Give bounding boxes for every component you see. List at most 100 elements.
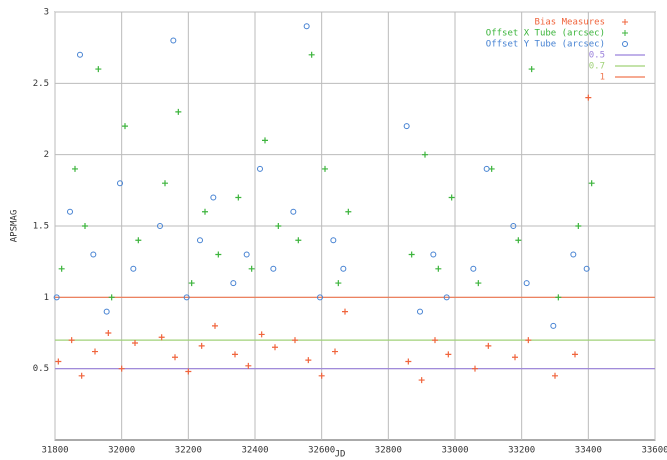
point xyxy=(183,294,190,301)
point xyxy=(90,251,97,258)
point xyxy=(243,251,250,258)
point xyxy=(92,348,98,355)
point xyxy=(232,351,238,358)
point xyxy=(257,165,263,172)
point xyxy=(445,351,452,358)
point xyxy=(555,294,562,301)
legend-marker xyxy=(622,19,628,25)
x-tick-label: 31800 xyxy=(41,446,68,456)
point xyxy=(185,368,192,375)
point xyxy=(422,151,428,158)
point xyxy=(270,265,277,272)
legend-label: 1 xyxy=(600,73,605,83)
point xyxy=(528,66,535,73)
point xyxy=(572,351,578,358)
point xyxy=(418,377,425,384)
point xyxy=(272,344,278,351)
point xyxy=(275,223,282,229)
point xyxy=(122,123,128,130)
point xyxy=(525,337,532,344)
point xyxy=(470,265,477,272)
point xyxy=(72,165,78,172)
point xyxy=(305,357,312,364)
y-axis-label: APSMAG xyxy=(10,210,20,243)
point xyxy=(472,365,478,372)
x-tick-label: 32600 xyxy=(308,446,335,456)
point xyxy=(475,280,482,287)
y-tick-label: 0.5 xyxy=(33,364,49,374)
point xyxy=(172,354,178,361)
legend-label: Offset Y Tube (arcsec) xyxy=(486,40,605,50)
point xyxy=(485,342,492,349)
point xyxy=(575,223,582,229)
point xyxy=(515,237,522,244)
legend-label: Bias Measures xyxy=(535,18,605,28)
point xyxy=(175,108,182,115)
point xyxy=(202,208,208,215)
x-tick-label: 32800 xyxy=(375,446,402,456)
legend-marker xyxy=(622,41,628,47)
point xyxy=(552,372,558,379)
point xyxy=(342,308,348,315)
point xyxy=(157,223,163,229)
legend-label: 0.7 xyxy=(589,62,605,72)
x-tick-label: 32400 xyxy=(241,446,268,456)
point xyxy=(340,265,347,272)
point xyxy=(335,280,342,287)
point xyxy=(258,331,265,338)
point xyxy=(95,66,102,73)
y-tick-label: 3 xyxy=(44,8,49,18)
point xyxy=(588,180,595,187)
point xyxy=(317,294,323,301)
point xyxy=(105,330,112,336)
y-tick-label: 2 xyxy=(44,150,49,160)
point xyxy=(55,358,62,365)
x-tick-label: 32000 xyxy=(108,446,135,456)
point xyxy=(130,265,137,272)
point xyxy=(292,337,298,344)
point xyxy=(135,237,142,244)
point xyxy=(318,372,325,379)
point xyxy=(403,123,410,130)
point xyxy=(58,265,65,272)
legend-label: 0.5 xyxy=(589,51,605,61)
point xyxy=(330,237,337,244)
point xyxy=(448,194,455,201)
point xyxy=(583,265,590,272)
point xyxy=(345,208,352,215)
x-tick-label: 33200 xyxy=(508,446,535,456)
point xyxy=(430,251,437,258)
point xyxy=(53,294,60,301)
point xyxy=(103,308,110,315)
x-tick-label: 33400 xyxy=(575,446,602,456)
point xyxy=(210,194,217,201)
point xyxy=(585,94,592,101)
point xyxy=(483,165,490,172)
legend-label: Offset X Tube (arcsec) xyxy=(486,29,605,39)
point xyxy=(523,280,530,287)
y-tick-label: 1.5 xyxy=(33,222,49,232)
point xyxy=(215,251,222,258)
point xyxy=(308,51,315,58)
x-axis-label: JD xyxy=(335,450,346,460)
point xyxy=(262,137,268,144)
x-tick-label: 33600 xyxy=(641,446,667,456)
point xyxy=(235,194,242,201)
point xyxy=(118,365,125,372)
point xyxy=(432,337,438,344)
point xyxy=(77,51,83,58)
point xyxy=(230,280,237,287)
point xyxy=(417,308,423,315)
point xyxy=(248,265,255,272)
legend-marker xyxy=(622,30,628,36)
point xyxy=(132,339,138,346)
point xyxy=(162,180,168,187)
point xyxy=(198,342,205,349)
point xyxy=(332,348,338,355)
point xyxy=(488,165,495,172)
point xyxy=(108,294,115,301)
x-tick-label: 32200 xyxy=(175,446,202,456)
point xyxy=(570,251,577,258)
x-tick-label: 33000 xyxy=(441,446,468,456)
point xyxy=(550,322,557,329)
